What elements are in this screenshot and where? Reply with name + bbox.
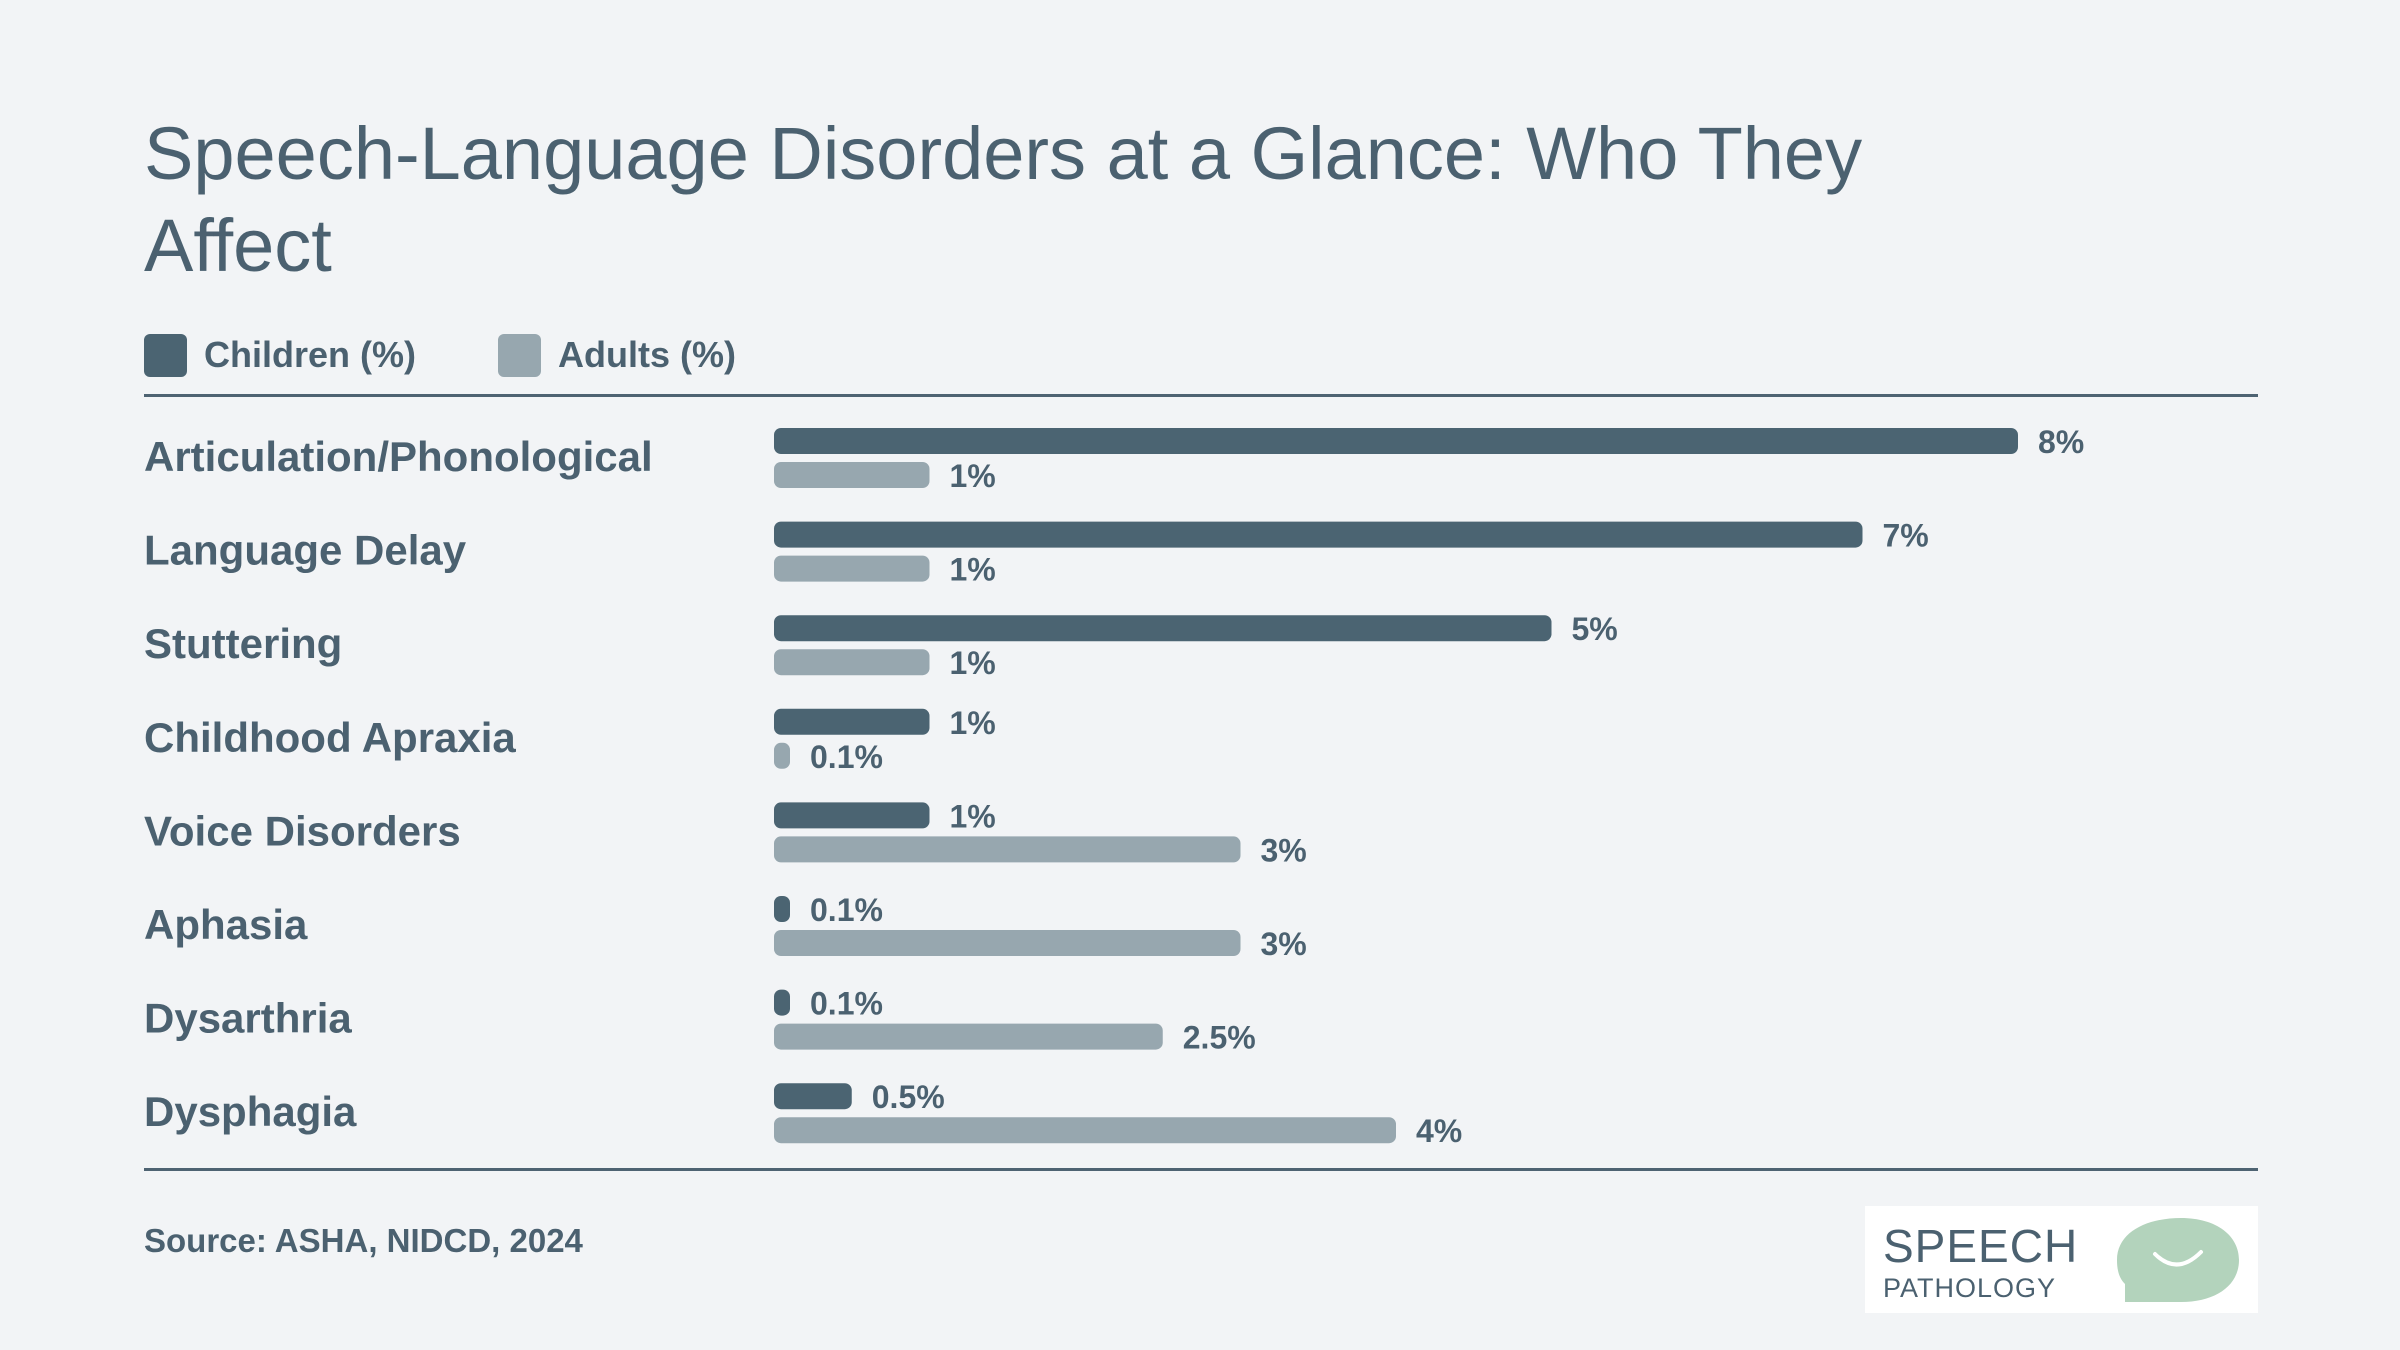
category-label: Aphasia xyxy=(144,901,308,948)
legend-item-children: Children (%) xyxy=(144,333,416,377)
speech-bubble-smile-icon xyxy=(2117,1218,2239,1302)
legend-label-children: Children (%) xyxy=(204,334,416,375)
category-label: Voice Disorders xyxy=(144,807,461,854)
top-divider xyxy=(144,394,2258,397)
adults-bar xyxy=(774,930,1241,956)
adults-value-label: 3% xyxy=(1261,926,1307,962)
children-bar xyxy=(774,1083,852,1110)
children-bar xyxy=(774,989,790,1016)
adults-value-label: 1% xyxy=(950,645,996,681)
category-label: Dysphagia xyxy=(144,1088,357,1135)
adults-bar xyxy=(774,742,790,769)
children-value-label: 1% xyxy=(950,798,996,834)
speech-pathology-logo: SPEECH PATHOLOGY xyxy=(1865,1206,2258,1313)
adults-bar xyxy=(774,462,930,488)
adults-bar xyxy=(774,1117,1396,1144)
children-value-label: 7% xyxy=(1883,518,1929,554)
chart-title: Speech-Language Disorders at a Glance: W… xyxy=(144,112,1863,287)
legend: Children (%) Adults (%) xyxy=(144,333,818,377)
logo-text-pathology: PATHOLOGY xyxy=(1883,1273,2057,1303)
adults-value-label: 1% xyxy=(950,458,996,494)
category-label: Language Delay xyxy=(144,527,467,574)
category-label: Stuttering xyxy=(144,620,342,667)
children-value-label: 5% xyxy=(1572,611,1618,647)
children-bar xyxy=(774,708,930,735)
adults-value-label: 1% xyxy=(950,552,996,588)
legend-swatch-children xyxy=(144,333,187,377)
legend-item-adults: Adults (%) xyxy=(498,333,736,377)
adults-value-label: 3% xyxy=(1261,832,1307,868)
adults-value-label: 0.1% xyxy=(810,739,883,775)
children-bar xyxy=(774,615,1552,642)
adults-bar xyxy=(774,1023,1163,1050)
bottom-divider xyxy=(144,1168,2258,1171)
category-label: Articulation/Phonological xyxy=(144,433,653,480)
children-value-label: 8% xyxy=(2038,424,2084,460)
legend-label-adults: Adults (%) xyxy=(558,334,736,375)
category-label: Childhood Apraxia xyxy=(144,714,516,761)
category-label: Dysarthria xyxy=(144,995,352,1042)
children-value-label: 0.5% xyxy=(872,1079,945,1115)
children-bar xyxy=(774,428,2018,454)
adults-bar xyxy=(774,836,1241,863)
adults-value-label: 2.5% xyxy=(1183,1020,1256,1056)
adults-bar xyxy=(774,649,930,676)
legend-swatch-adults xyxy=(498,333,541,377)
children-value-label: 0.1% xyxy=(810,892,883,928)
logo-text-speech: SPEECH xyxy=(1883,1220,2079,1272)
source-note: Source: ASHA, NIDCD, 2024 xyxy=(144,1222,583,1259)
children-value-label: 1% xyxy=(950,705,996,741)
children-bar xyxy=(774,521,1863,548)
adults-bar xyxy=(774,555,930,582)
adults-value-label: 4% xyxy=(1416,1113,1462,1149)
children-bar xyxy=(774,896,790,922)
children-bar xyxy=(774,802,930,829)
children-value-label: 0.1% xyxy=(810,986,883,1022)
